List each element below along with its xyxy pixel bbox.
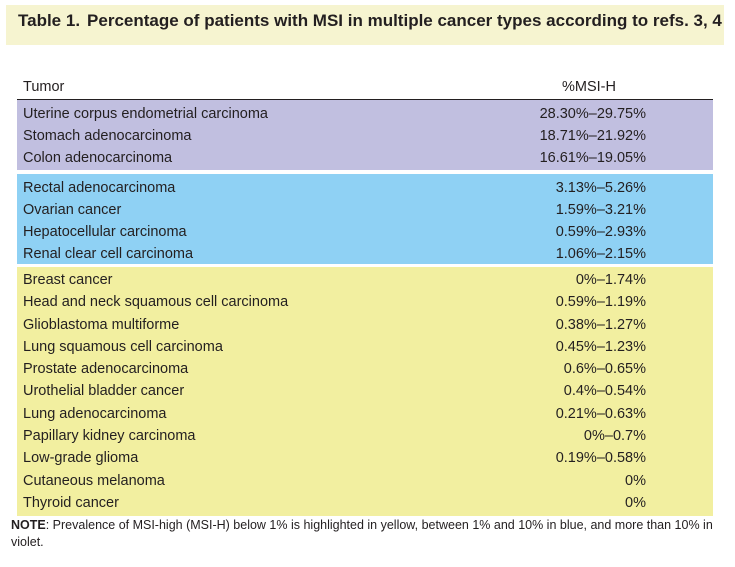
- header-tumor: Tumor: [23, 79, 65, 95]
- group-yellow: Breast cancer 0%–1.74% Head and neck squ…: [17, 267, 713, 516]
- note-label: NOTE: [11, 518, 46, 532]
- msi-cell: 28.30%–29.75%: [539, 106, 646, 122]
- table-row: Rectal adenocarcinoma 3.13%–5.26%: [17, 177, 713, 199]
- tumor-cell: Stomach adenocarcinoma: [23, 128, 192, 144]
- msi-cell: 0.21%–0.63%: [555, 405, 646, 422]
- table-row: Stomach adenocarcinoma 18.71%–21.92%: [17, 125, 713, 147]
- msi-cell: 0%–1.74%: [575, 272, 646, 288]
- msi-cell: 18.71%–21.92%: [539, 128, 646, 144]
- table-row: Glioblastoma multiforme 0.38%–1.27%: [17, 314, 713, 336]
- table-header: Tumor %MSI-H: [17, 78, 713, 100]
- tumor-cell: Urothelial bladder cancer: [23, 383, 185, 400]
- tumor-cell: Ovarian cancer: [23, 202, 122, 218]
- table-row: Thyroid cancer 0%: [17, 492, 713, 514]
- tumor-cell: Colon adenocarcinoma: [23, 150, 173, 166]
- tumor-cell: Lung squamous cell carcinoma: [23, 338, 223, 355]
- table-row: Urothelial bladder cancer 0.4%–0.54%: [17, 380, 713, 402]
- msi-cell: 0.45%–1.23%: [555, 338, 646, 355]
- tumor-cell: Lung adenocarcinoma: [23, 405, 167, 422]
- table-note: NOTE: Prevalence of MSI-high (MSI-H) bel…: [11, 517, 726, 551]
- tumor-cell: Low-grade glioma: [23, 450, 139, 467]
- table-row: Prostate adenocarcinoma 0.6%–0.65%: [17, 358, 713, 380]
- table-row: Colon adenocarcinoma 16.61%–19.05%: [17, 147, 713, 169]
- msi-cell: 3.13%–5.26%: [555, 180, 646, 196]
- tumor-cell: Uterine corpus endometrial carcinoma: [23, 106, 268, 122]
- table-row: Low-grade glioma 0.19%–0.58%: [17, 447, 713, 469]
- msi-cell: 1.06%–2.15%: [555, 246, 646, 262]
- table-row: Head and neck squamous cell carcinoma 0.…: [17, 291, 713, 313]
- note-text: : Prevalence of MSI-high (MSI-H) below 1…: [11, 518, 713, 549]
- table-row: Lung adenocarcinoma 0.21%–0.63%: [17, 403, 713, 425]
- msi-cell: 0.59%–2.93%: [555, 224, 646, 240]
- table-row: Ovarian cancer 1.59%–3.21%: [17, 199, 713, 221]
- tumor-cell: Cutaneous melanoma: [23, 472, 165, 489]
- msi-cell: 0.38%–1.27%: [555, 316, 646, 333]
- msi-table: Tumor %MSI-H Uterine corpus endometrial …: [17, 78, 713, 516]
- tumor-cell: Papillary kidney carcinoma: [23, 428, 196, 445]
- header-msi: %MSI-H: [562, 79, 616, 95]
- msi-cell: 0.6%–0.65%: [563, 361, 646, 378]
- msi-cell: 0.4%–0.54%: [563, 383, 646, 400]
- table-row: Papillary kidney carcinoma 0%–0.7%: [17, 425, 713, 447]
- tumor-cell: Head and neck squamous cell carcinoma: [23, 294, 289, 311]
- msi-cell: 0%–0.7%: [583, 428, 646, 445]
- group-blue: Rectal adenocarcinoma 3.13%–5.26% Ovaria…: [17, 174, 713, 264]
- msi-cell: 0.19%–0.58%: [555, 450, 646, 467]
- msi-cell: 0.59%–1.19%: [555, 294, 646, 311]
- tumor-cell: Hepatocellular carcinoma: [23, 224, 187, 240]
- table-row: Lung squamous cell carcinoma 0.45%–1.23%: [17, 336, 713, 358]
- tumor-cell: Thyroid cancer: [23, 494, 119, 511]
- table-label: Table 1.: [18, 11, 81, 30]
- msi-cell: 0%: [625, 472, 646, 489]
- table-row: Cutaneous melanoma 0%: [17, 470, 713, 492]
- tumor-cell: Breast cancer: [23, 272, 113, 288]
- table-row: Uterine corpus endometrial carcinoma 28.…: [17, 103, 713, 125]
- tumor-cell: Prostate adenocarcinoma: [23, 361, 189, 378]
- tumor-cell: Glioblastoma multiforme: [23, 316, 180, 333]
- msi-cell: 1.59%–3.21%: [555, 202, 646, 218]
- msi-cell: 16.61%–19.05%: [539, 150, 646, 166]
- table-row: Hepatocellular carcinoma 0.59%–2.93%: [17, 221, 713, 243]
- tumor-cell: Renal clear cell carcinoma: [23, 246, 194, 262]
- table-caption: Percentage of patients with MSI in multi…: [87, 11, 722, 30]
- msi-cell: 0%: [625, 494, 646, 511]
- table-row: Breast cancer 0%–1.74%: [17, 269, 713, 291]
- table-row: Renal clear cell carcinoma 1.06%–2.15%: [17, 243, 713, 265]
- tumor-cell: Rectal adenocarcinoma: [23, 180, 176, 196]
- group-violet: Uterine corpus endometrial carcinoma 28.…: [17, 100, 713, 170]
- table-title: Table 1. Percentage of patients with MSI …: [6, 5, 724, 45]
